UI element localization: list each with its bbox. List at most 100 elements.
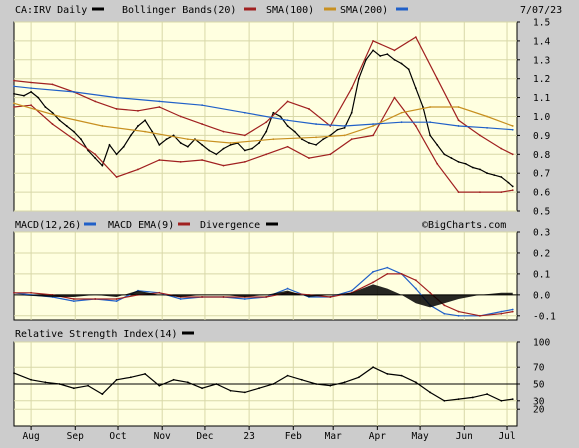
- data-point-price: [457, 160, 460, 163]
- data-point-price: [400, 62, 403, 65]
- data-point-relative-strength-index-14: [386, 373, 389, 375]
- data-point-macd-12-26: [115, 300, 118, 303]
- data-point-sma-100: [343, 134, 346, 137]
- data-point-sma-100: [457, 106, 460, 108]
- data-point-bollinger-bands-20-upper: [511, 153, 514, 156]
- data-point-macd-ema-9: [457, 310, 460, 313]
- price-legend: CA:IRV Daily Bollinger Bands(20) SMA(100…: [15, 5, 562, 16]
- macd-legend-label: MACD(12,26): [15, 220, 81, 231]
- data-point-macd-ema-9: [94, 298, 97, 300]
- data-point-sma-200: [115, 96, 118, 99]
- data-point-price: [137, 125, 139, 127]
- data-point-bollinger-bands-20-lower: [115, 176, 118, 178]
- price-series: [13, 36, 514, 194]
- x-tick-label: Oct: [109, 431, 126, 442]
- data-point-macd-12-26: [443, 312, 446, 315]
- data-point-price: [144, 119, 146, 122]
- data-point-price: [115, 153, 118, 156]
- data-point-bollinger-bands-20-upper: [243, 134, 246, 137]
- data-point-price: [500, 176, 503, 178]
- data-point-macd-ema-9: [13, 291, 15, 294]
- data-point-price: [265, 130, 268, 133]
- price-y-tick-label: 1.4: [533, 36, 550, 47]
- data-point-price: [372, 49, 374, 52]
- data-point-bollinger-bands-20-lower: [511, 189, 514, 192]
- data-point-bollinger-bands-20-lower: [222, 164, 225, 167]
- data-point-sma-100: [315, 136, 317, 139]
- macd-legend: MACD(12,26) MACD EMA(9) Divergence ©BigC…: [15, 220, 506, 231]
- data-point-price: [179, 142, 182, 144]
- data-point-sma-200: [243, 111, 246, 114]
- data-point-bollinger-bands-20-upper: [51, 83, 54, 86]
- x-tick-label: Feb: [285, 431, 302, 442]
- price-y-tick-label: 0.9: [533, 131, 550, 142]
- data-point-bollinger-bands-20-upper: [30, 81, 32, 84]
- price-y-tick-label: 1.2: [533, 74, 550, 85]
- data-point-sma-200: [72, 91, 75, 93]
- data-point-sma-100: [429, 106, 431, 108]
- data-point-sma-200: [511, 128, 514, 131]
- data-point-relative-strength-index-14: [115, 378, 118, 381]
- data-point-bollinger-bands-20-lower: [500, 191, 503, 194]
- data-point-price: [58, 119, 61, 122]
- data-point-price: [450, 157, 453, 159]
- data-point-bollinger-bands-20-lower: [94, 153, 97, 156]
- x-tick-label: Mar: [325, 431, 342, 442]
- rsi-y-tick-label: 30: [533, 396, 545, 407]
- macd-y-tick-label: 0.2: [533, 248, 550, 259]
- data-point-bollinger-bands-20-lower: [372, 134, 374, 137]
- data-point-relative-strength-index-14: [72, 387, 75, 390]
- data-point-price: [51, 111, 54, 114]
- data-point-relative-strength-index-14: [286, 374, 289, 377]
- data-point-price: [293, 130, 296, 133]
- data-point-bollinger-bands-20-lower: [350, 138, 353, 141]
- data-point-bollinger-bands-20-lower: [457, 191, 460, 194]
- data-point-bollinger-bands-20-upper: [414, 36, 417, 39]
- data-point-relative-strength-index-14: [101, 393, 104, 395]
- data-point-bollinger-bands-20-lower: [13, 106, 15, 108]
- data-point-price: [471, 166, 474, 169]
- data-point-price: [414, 87, 417, 90]
- data-point-price: [379, 55, 382, 57]
- data-point-macd-12-26: [511, 308, 514, 311]
- data-point-sma-200: [315, 123, 317, 125]
- price-grid: [14, 21, 517, 212]
- data-point-bollinger-bands-20-lower: [479, 191, 481, 194]
- data-point-bollinger-bands-20-lower: [137, 168, 139, 171]
- data-point-macd-12-26: [386, 266, 389, 269]
- data-point-macd-12-26: [500, 310, 503, 313]
- data-point-price: [386, 53, 389, 56]
- data-point-price: [23, 94, 25, 97]
- data-point-price: [201, 143, 203, 146]
- data-point-bollinger-bands-20-lower: [158, 159, 161, 161]
- data-point-relative-strength-index-14: [87, 384, 89, 387]
- data-point-macd-ema-9: [443, 304, 446, 307]
- data-point-price: [30, 91, 32, 93]
- data-point-price: [122, 145, 125, 148]
- data-point-relative-strength-index-14: [215, 383, 218, 385]
- data-point-bollinger-bands-20-lower: [414, 125, 417, 127]
- data-point-price: [101, 164, 104, 167]
- data-point-price: [279, 115, 282, 118]
- data-point-bollinger-bands-20-upper: [308, 108, 310, 110]
- data-point-sma-100: [486, 115, 488, 118]
- data-point-sma-100: [229, 142, 232, 144]
- x-ticks: Aug Sep Oct Nov Dec 23 Feb Mar Apr May Jun Jul: [23, 426, 516, 442]
- rsi-legend-label: Relative Strength Index(14): [15, 329, 178, 340]
- data-point-relative-strength-index-14: [186, 381, 189, 384]
- data-point-price: [365, 58, 367, 61]
- data-point-bollinger-bands-20-upper: [479, 134, 481, 137]
- data-point-price: [44, 106, 47, 108]
- data-point-macd-ema-9: [222, 296, 225, 298]
- data-point-sma-100: [372, 125, 374, 127]
- data-point-price: [407, 68, 410, 71]
- data-point-relative-strength-index-14: [144, 373, 146, 375]
- data-point-relative-strength-index-14: [13, 372, 15, 374]
- data-point-relative-strength-index-14: [129, 376, 132, 379]
- data-point-relative-strength-index-14: [258, 387, 260, 390]
- data-point-bollinger-bands-20-lower: [436, 162, 439, 165]
- rsi-y-tick-label: 20: [533, 405, 545, 416]
- x-tick-label: Nov: [154, 431, 171, 442]
- rsi-y-tick-label: 50: [533, 380, 545, 391]
